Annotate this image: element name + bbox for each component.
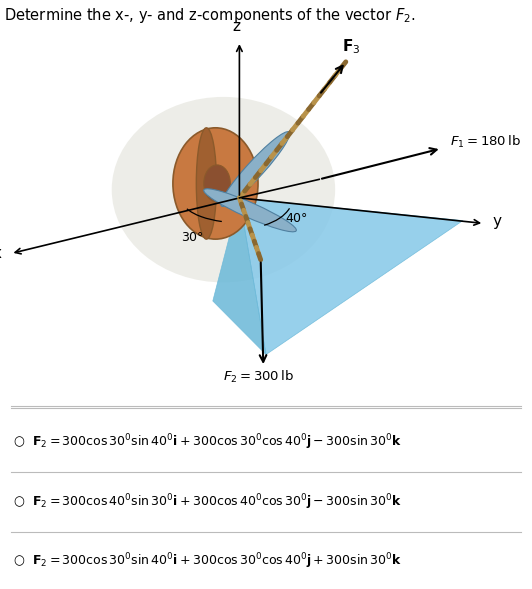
Text: $\bigcirc\ \ \mathbf{F}_2 = 300\cos 40^0 \sin 30^0\mathbf{i} + 300\cos 40^0 \cos: $\bigcirc\ \ \mathbf{F}_2 = 300\cos 40^0…: [13, 492, 402, 512]
Text: $40°$: $40°$: [285, 212, 307, 225]
Ellipse shape: [173, 128, 258, 239]
Text: $\bigcirc\ \ \mathbf{F}_2 = 300\cos 30^0 \sin 40^0\mathbf{i} + 300\cos 30^0 \cos: $\bigcirc\ \ \mathbf{F}_2 = 300\cos 30^0…: [13, 432, 402, 452]
Text: Determine the x-, y- and z-components of the vector $F_2$.: Determine the x-, y- and z-components of…: [4, 6, 416, 25]
Text: $\bigcirc\ \ \mathbf{F}_2 = 300\cos 30^0 \sin 40^0\mathbf{i} + 300\cos 30^0 \cos: $\bigcirc\ \ \mathbf{F}_2 = 300\cos 30^0…: [13, 551, 402, 571]
Text: y: y: [493, 214, 502, 229]
Text: $F_1 = 180\,\mathrm{lb}$: $F_1 = 180\,\mathrm{lb}$: [450, 134, 520, 150]
Text: $30°$: $30°$: [181, 231, 204, 244]
Polygon shape: [213, 198, 266, 355]
Text: $F_2 = 300\,\mathrm{lb}$: $F_2 = 300\,\mathrm{lb}$: [222, 369, 294, 385]
Ellipse shape: [196, 128, 217, 239]
Ellipse shape: [221, 132, 290, 206]
Ellipse shape: [204, 188, 296, 232]
Polygon shape: [239, 198, 463, 355]
Text: $\mathbf{F}_3$: $\mathbf{F}_3$: [342, 38, 360, 56]
Ellipse shape: [112, 97, 335, 283]
Text: z: z: [232, 19, 241, 34]
Ellipse shape: [204, 165, 230, 202]
Text: x: x: [0, 246, 2, 261]
